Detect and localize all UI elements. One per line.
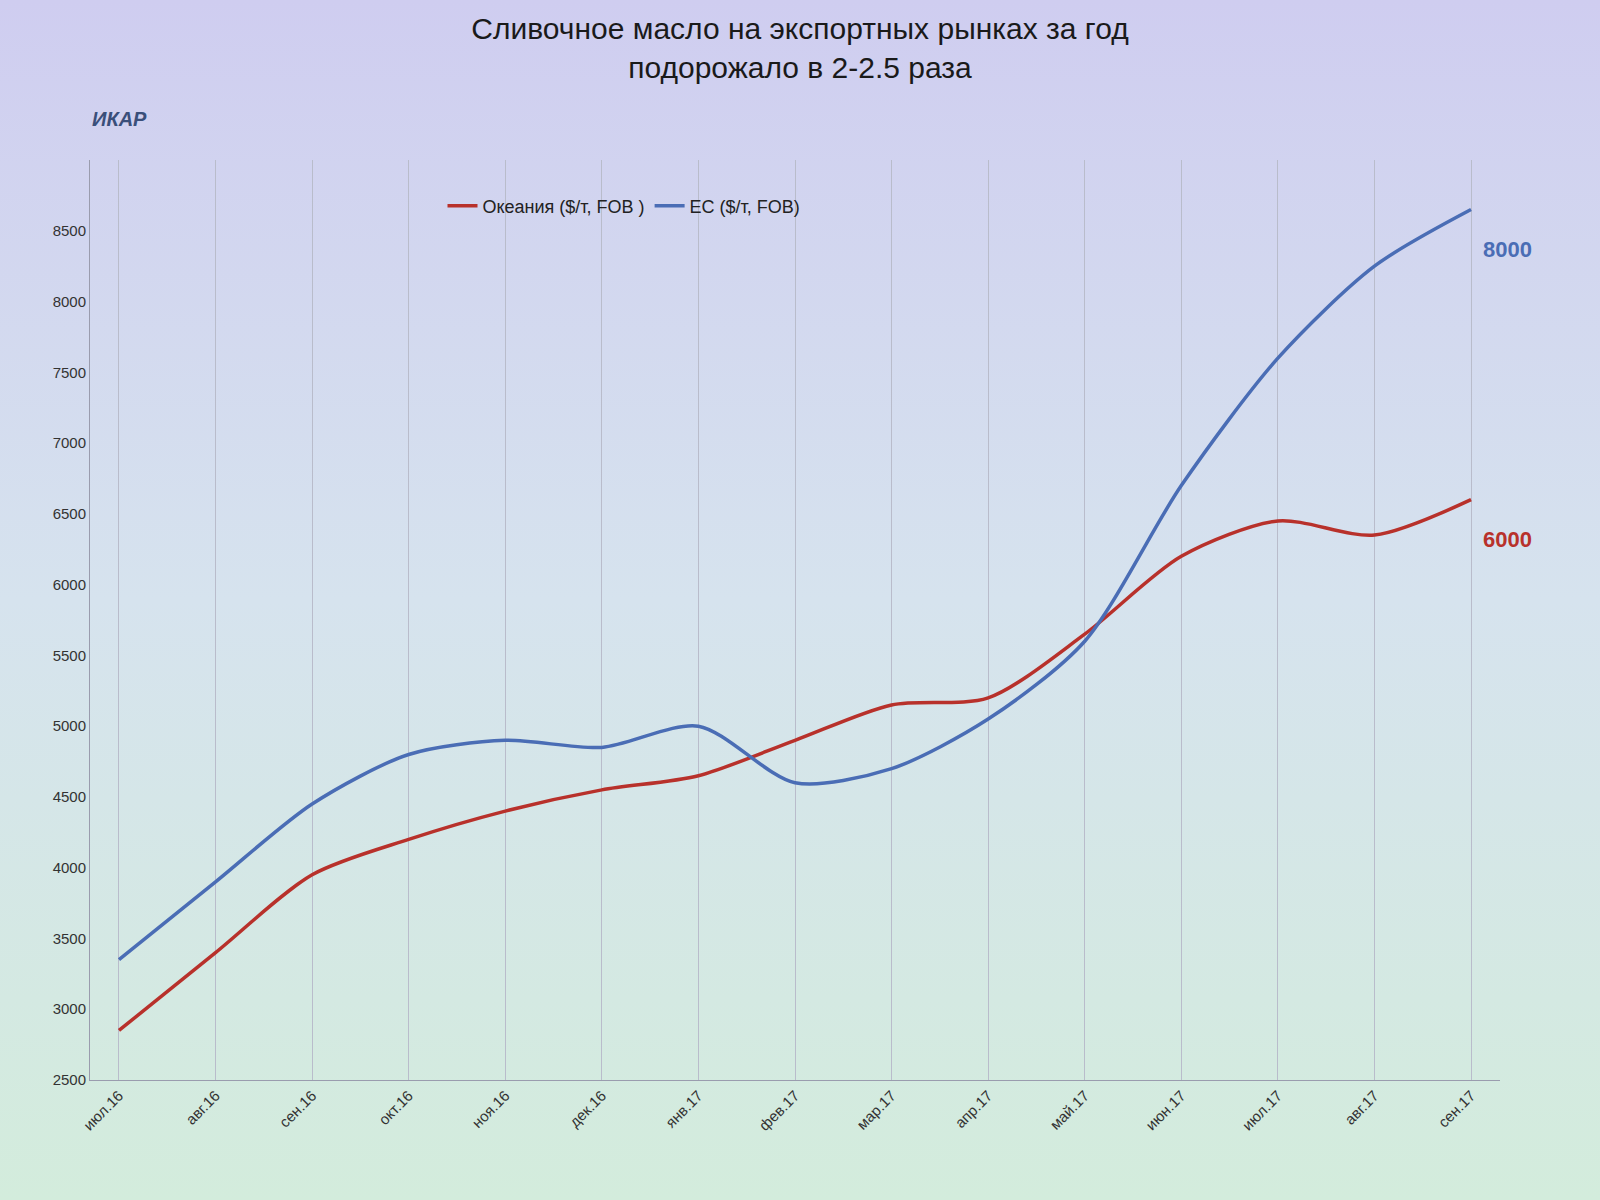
svg-text:3000: 3000 xyxy=(53,1000,86,1017)
svg-text:8000: 8000 xyxy=(1483,237,1532,262)
svg-text:окт.16: окт.16 xyxy=(375,1087,416,1128)
svg-text:июл.17: июл.17 xyxy=(1239,1087,1286,1134)
svg-text:авг.17: авг.17 xyxy=(1341,1087,1382,1128)
svg-text:5500: 5500 xyxy=(53,647,86,664)
svg-text:ноя.16: ноя.16 xyxy=(468,1087,512,1131)
svg-text:июл.16: июл.16 xyxy=(80,1087,127,1134)
svg-text:янв.17: янв.17 xyxy=(662,1087,706,1131)
svg-text:3500: 3500 xyxy=(53,930,86,947)
svg-text:8500: 8500 xyxy=(53,222,86,239)
svg-text:фев.17: фев.17 xyxy=(755,1087,802,1134)
svg-text:май.17: май.17 xyxy=(1046,1087,1092,1133)
svg-text:6500: 6500 xyxy=(53,505,86,522)
svg-text:2500: 2500 xyxy=(53,1071,86,1088)
svg-text:ИКАР: ИКАР xyxy=(92,108,147,130)
svg-text:сен.16: сен.16 xyxy=(276,1087,320,1131)
svg-text:ЕС ($/т, FOB): ЕС ($/т, FOB) xyxy=(690,197,800,217)
svg-text:6000: 6000 xyxy=(53,576,86,593)
svg-text:5000: 5000 xyxy=(53,717,86,734)
svg-text:авг.16: авг.16 xyxy=(182,1087,223,1128)
svg-text:мар.17: мар.17 xyxy=(853,1087,899,1133)
svg-text:8000: 8000 xyxy=(53,293,86,310)
svg-text:Океания ($/т, FOB ): Океания ($/т, FOB ) xyxy=(483,197,645,217)
svg-text:сен.17: сен.17 xyxy=(1435,1087,1479,1131)
svg-text:7500: 7500 xyxy=(53,364,86,381)
svg-text:дек.16: дек.16 xyxy=(566,1087,609,1130)
svg-text:6000: 6000 xyxy=(1483,527,1532,552)
svg-text:Сливочное масло на экспортных: Сливочное масло на экспортных рынках за … xyxy=(471,12,1128,84)
svg-text:4500: 4500 xyxy=(53,788,86,805)
svg-text:7000: 7000 xyxy=(53,434,86,451)
svg-text:июн.17: июн.17 xyxy=(1142,1087,1189,1134)
svg-text:4000: 4000 xyxy=(53,859,86,876)
svg-text:апр.17: апр.17 xyxy=(951,1087,995,1131)
